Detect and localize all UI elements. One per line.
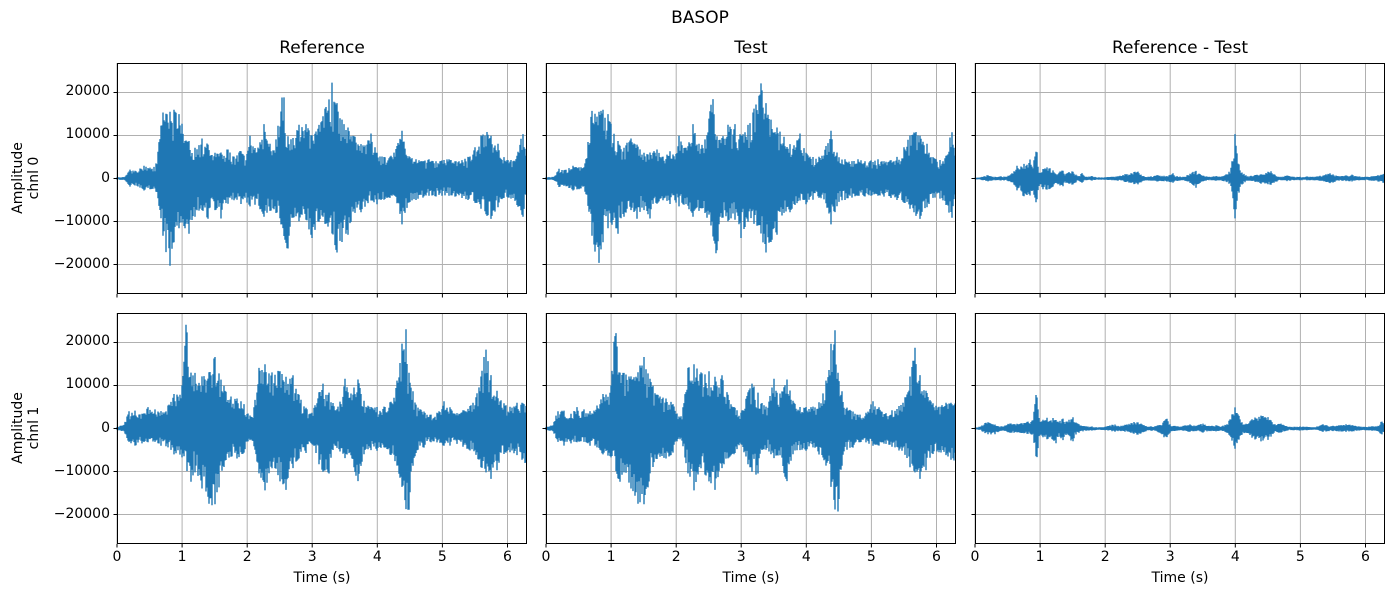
y-tick-label: 10000 (65, 376, 110, 393)
x-tick-label: 4 (1230, 549, 1240, 565)
axes-border (975, 313, 1385, 544)
x-tick-label: 2 (1100, 549, 1110, 565)
x-tick-label: 3 (1165, 549, 1175, 565)
x-tick-label: 5 (437, 549, 447, 565)
waveform-series (974, 395, 1385, 458)
waveform-plot-reference-chnl0 (113, 63, 527, 298)
axis-tick-marks (971, 92, 1366, 298)
y-tick-label: 0 (101, 169, 110, 186)
x-tick-label: 3 (307, 549, 317, 565)
y-tick-label: 10000 (65, 126, 110, 143)
y-tick-label: 20000 (65, 333, 110, 350)
subplot-title-reference-minus-test: Reference - Test (1111, 38, 1249, 58)
subplot-reference-chnl0 (113, 63, 527, 298)
y-tick-label: −20000 (53, 505, 110, 522)
y-axis-label-chnl0: Amplitude chnl 0 (10, 142, 42, 214)
axis-tick-marks (542, 342, 937, 548)
axes-border (546, 313, 956, 544)
axis-tick-marks (971, 342, 1366, 548)
x-tick-label: 0 (970, 549, 980, 565)
x-tick-label: 6 (1361, 549, 1370, 565)
x-tick-label: 5 (1295, 549, 1305, 565)
x-tick-label: 6 (503, 549, 512, 565)
axes-border (117, 63, 527, 294)
subplot-test-chnl1 (542, 313, 956, 548)
waveform-series (116, 324, 527, 510)
subplot-title-test: Test (734, 38, 768, 58)
x-tick-label: 5 (866, 549, 876, 565)
waveform-plot-reference-minus-test-chnl1 (971, 313, 1385, 548)
y-tick-label: −10000 (53, 212, 110, 229)
subplot-diff-chnl0 (971, 63, 1385, 298)
waveform-series (545, 330, 956, 512)
axis-tick-marks (542, 92, 937, 298)
x-tick-label: 1 (606, 549, 616, 565)
figure-title: BASOP (671, 8, 729, 28)
x-tick-label: 4 (801, 549, 811, 565)
subplot-title-reference: Reference (279, 38, 365, 58)
y-tick-label: 20000 (65, 83, 110, 100)
waveform-plot-test-chnl1 (542, 313, 956, 548)
x-tick-label: 3 (736, 549, 746, 565)
x-tick-label: 1 (177, 549, 187, 565)
x-tick-label: 4 (372, 549, 382, 565)
x-axis-label-col0: Time (s) (293, 570, 351, 586)
waveform-plot-reference-minus-test-chnl0 (971, 63, 1385, 298)
waveform-series (545, 83, 956, 263)
axes-border (975, 63, 1385, 294)
x-tick-label: 2 (671, 549, 681, 565)
y-tick-label: 0 (101, 419, 110, 436)
subplot-reference-chnl1 (113, 313, 527, 548)
x-axis-label-col2: Time (s) (1151, 570, 1209, 586)
waveform-series (974, 134, 1385, 219)
y-axis-label-chnl1: Amplitude chnl 1 (10, 392, 42, 464)
x-tick-label: 6 (932, 549, 941, 565)
subplot-diff-chnl1 (971, 313, 1385, 548)
x-axis-label-col1: Time (s) (722, 570, 780, 586)
y-tick-label: −10000 (53, 462, 110, 479)
waveform-plot-test-chnl0 (542, 63, 956, 298)
axis-tick-marks (113, 342, 508, 548)
y-tick-label: −20000 (53, 255, 110, 272)
axes-border (546, 63, 956, 294)
x-tick-label: 2 (242, 549, 252, 565)
waveform-plot-reference-chnl1 (113, 313, 527, 548)
waveform-series (116, 82, 527, 266)
axis-tick-marks (113, 92, 508, 298)
axes-border (117, 313, 527, 544)
x-tick-label: 0 (112, 549, 122, 565)
x-tick-label: 0 (541, 549, 551, 565)
x-tick-label: 1 (1035, 549, 1045, 565)
subplot-test-chnl0 (542, 63, 956, 298)
